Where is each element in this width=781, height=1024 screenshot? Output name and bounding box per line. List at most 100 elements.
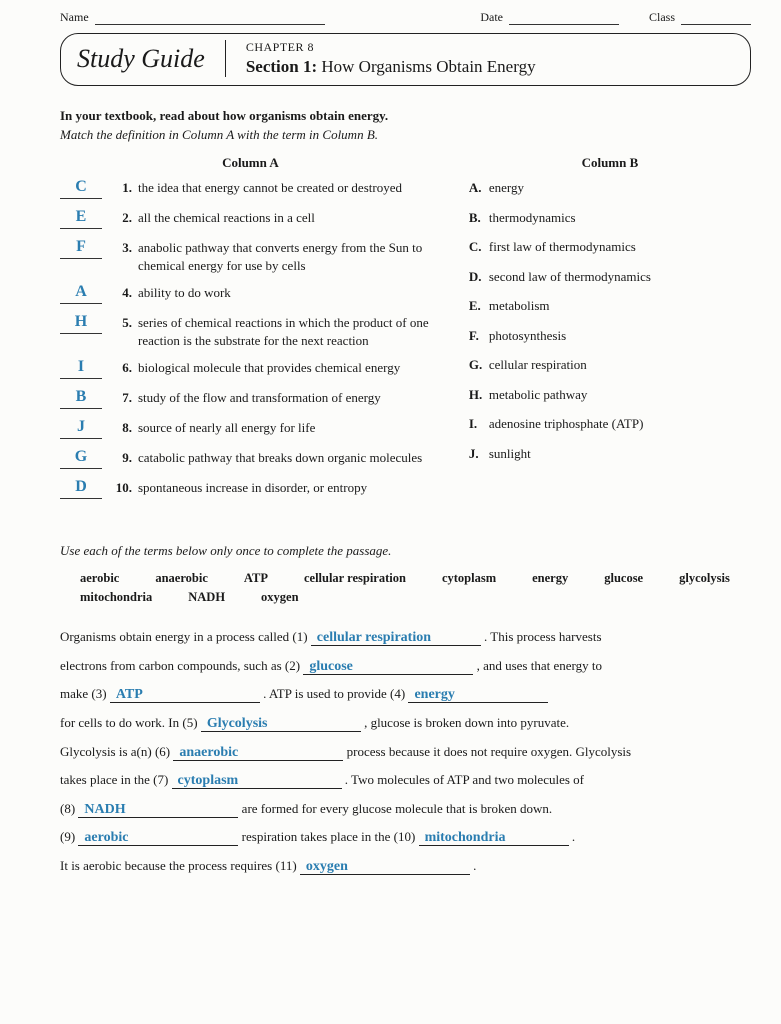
passage-text: are formed for every glucose molecule th… [242, 801, 552, 816]
answer-blank[interactable]: J [60, 419, 102, 439]
term-letter: J. [469, 445, 489, 463]
match-definition: series of chemical reactions in which th… [138, 314, 441, 349]
wordbank-term: energy [532, 571, 568, 586]
term-letter: A. [469, 179, 489, 197]
answer-blank[interactable]: D [60, 479, 102, 499]
passage-text: takes place in the (7) [60, 772, 168, 787]
match-number: 9. [114, 449, 132, 467]
intro-bold: In your textbook, read about how organis… [60, 108, 751, 124]
answer-blank[interactable]: I [60, 359, 102, 379]
passage-text: . ATP is used to provide (4) [263, 686, 405, 701]
wordbank-term: mitochondria [80, 590, 152, 605]
term-row: H.metabolic pathway [469, 386, 751, 404]
blank-3[interactable]: ATP [110, 688, 260, 703]
passage-text: Organisms obtain energy in a process cal… [60, 629, 308, 644]
match-row: D 10. spontaneous increase in disorder, or… [60, 479, 441, 499]
class-blank[interactable] [681, 11, 751, 25]
blank-10[interactable]: mitochondria [419, 831, 569, 846]
passage-text: (8) [60, 801, 75, 816]
answer-blank[interactable]: B [60, 389, 102, 409]
wordbank-term: cytoplasm [442, 571, 496, 586]
wordbank-term: NADH [188, 590, 225, 605]
term-text: metabolic pathway [489, 386, 588, 404]
column-b-head: Column B [469, 155, 751, 171]
answer-blank[interactable]: C [60, 179, 102, 199]
blank-7[interactable]: cytoplasm [172, 774, 342, 789]
answer-blank[interactable]: E [60, 209, 102, 229]
match-definition: the idea that energy cannot be created o… [138, 179, 441, 197]
blank-11[interactable]: oxygen [300, 860, 470, 875]
wordbank-term: cellular respiration [304, 571, 406, 586]
passage-text: , glucose is broken down into pyruvate. [364, 715, 569, 730]
match-row: G 9. catabolic pathway that breaks down or… [60, 449, 441, 469]
passage-text: (9) [60, 829, 75, 844]
term-text: thermodynamics [489, 209, 576, 227]
answer-blank[interactable]: F [60, 239, 102, 259]
blank-9[interactable]: aerobic [78, 831, 238, 846]
term-text: energy [489, 179, 524, 197]
term-row: G.cellular respiration [469, 356, 751, 374]
blank-5[interactable]: Glycolysis [201, 717, 361, 732]
match-row: I 6. biological molecule that provides che… [60, 359, 441, 379]
match-definition: source of nearly all energy for life [138, 419, 441, 437]
term-letter: C. [469, 238, 489, 256]
blank-6[interactable]: anaerobic [173, 746, 343, 761]
term-text: sunlight [489, 445, 531, 463]
study-guide-title: Study Guide [77, 44, 205, 74]
blank-8[interactable]: NADH [78, 803, 238, 818]
answer-blank[interactable]: A [60, 284, 102, 304]
match-definition: biological molecule that provides chemic… [138, 359, 441, 377]
term-letter: G. [469, 356, 489, 374]
blank-4[interactable]: energy [408, 688, 548, 703]
term-text: first law of thermodynamics [489, 238, 636, 256]
answer-blank[interactable]: G [60, 449, 102, 469]
date-blank[interactable] [509, 11, 619, 25]
section-title: Section 1: How Organisms Obtain Energy [246, 57, 734, 77]
term-text: cellular respiration [489, 356, 587, 374]
intro-italic: Match the definition in Column A with th… [60, 127, 751, 143]
class-label: Class [649, 10, 675, 25]
column-b: Column B A.energy B.thermodynamics C.first… [469, 155, 751, 509]
match-definition: ability to do work [138, 284, 441, 302]
matching-columns: Column A C1.the idea that energy cannot … [60, 155, 751, 509]
term-row: C.first law of thermodynamics [469, 238, 751, 256]
passage-text: respiration takes place in the (10) [242, 829, 416, 844]
name-blank[interactable] [95, 11, 325, 25]
term-text: adenosine triphosphate (ATP) [489, 415, 644, 433]
blank-1[interactable]: cellular respiration [311, 631, 481, 646]
title-banner: Study Guide CHAPTER 8 Section 1: How Org… [60, 33, 751, 86]
term-letter: D. [469, 268, 489, 286]
match-definition: study of the flow and transformation of … [138, 389, 441, 407]
term-text: second law of thermodynamics [489, 268, 651, 286]
term-row: J.sunlight [469, 445, 751, 463]
match-number: 6. [114, 359, 132, 377]
wordbank-term: glycolysis [679, 571, 730, 586]
match-number: 3. [114, 239, 132, 257]
match-row: E2.all the chemical reactions in a cell [60, 209, 441, 229]
term-row: B.thermodynamics [469, 209, 751, 227]
column-a-head: Column A [60, 155, 441, 171]
passage-text: process because it does not require oxyg… [347, 744, 631, 759]
match-row: F3.anabolic pathway that converts energy… [60, 239, 441, 274]
match-definition: spontaneous increase in disorder, or ent… [138, 479, 441, 497]
date-label: Date [480, 10, 503, 25]
match-number: 10. [114, 479, 132, 497]
term-letter: I. [469, 415, 489, 433]
term-row: F.photosynthesis [469, 327, 751, 345]
passage-text: It is aerobic because the process requir… [60, 858, 297, 873]
passage: Organisms obtain energy in a process cal… [60, 623, 751, 880]
match-number: 5. [114, 314, 132, 332]
wordbank-term: anaerobic [155, 571, 208, 586]
passage-text: . Two molecules of ATP and two molecules… [345, 772, 584, 787]
answer-blank[interactable]: H [60, 314, 102, 334]
term-letter: E. [469, 297, 489, 315]
wordbank-term: ATP [244, 571, 268, 586]
passage-text: make (3) [60, 686, 107, 701]
blank-2[interactable]: glucose [303, 660, 473, 675]
match-definition: catabolic pathway that breaks down organ… [138, 449, 441, 467]
term-text: metabolism [489, 297, 550, 315]
passage-text: . [473, 858, 476, 873]
term-row: D.second law of thermodynamics [469, 268, 751, 286]
passage-intro: Use each of the terms below only once to… [60, 543, 751, 559]
term-row: I.adenosine triphosphate (ATP) [469, 415, 751, 433]
